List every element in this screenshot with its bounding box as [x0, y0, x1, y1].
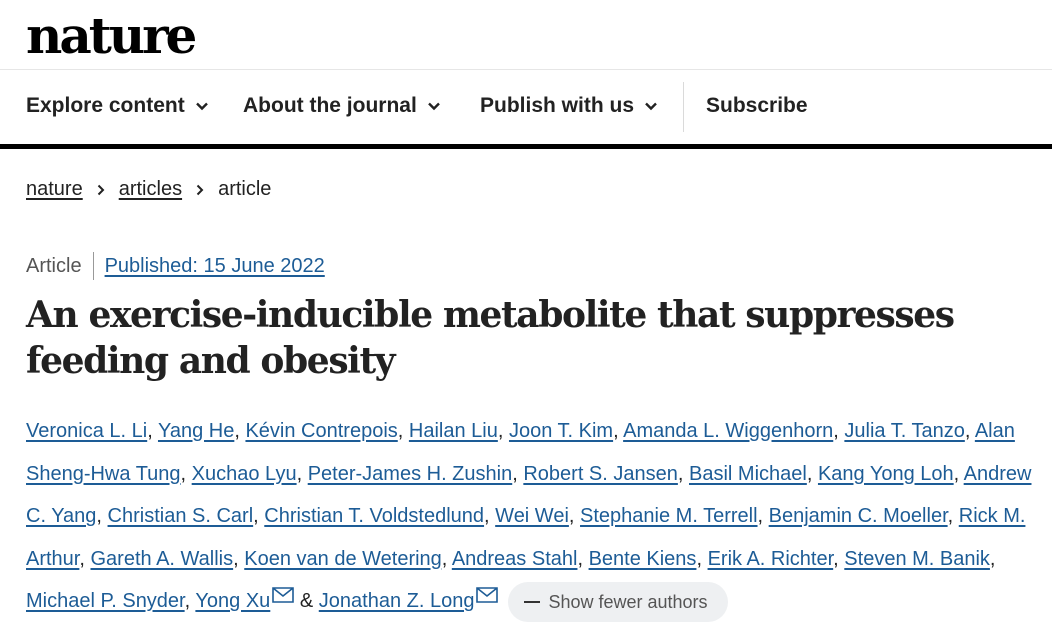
author-link[interactable]: Andreas Stahl	[451, 547, 578, 570]
published-date-link[interactable]: Published: 15 June 2022	[104, 254, 325, 277]
breadcrumb-articles[interactable]: articles	[118, 178, 183, 200]
author-link[interactable]: Yong Xu	[195, 590, 271, 612]
author-link[interactable]: Kang Yong Loh	[817, 462, 954, 485]
nav-about-the-journal[interactable]: About the journal	[243, 94, 441, 118]
chevron-right-icon	[196, 184, 204, 195]
author-link[interactable]: Xuchao Lyu	[191, 462, 297, 485]
author-link[interactable]: Kévin Contrepois	[245, 420, 398, 442]
chevron-down-icon	[427, 102, 440, 111]
author-link[interactable]: Peter-James H. Zushin	[307, 462, 513, 485]
author-link[interactable]: Alan Sheng-Hwa Tung	[26, 420, 1015, 485]
breadcrumb: nature articles article	[26, 178, 271, 201]
chevron-right-icon	[97, 184, 105, 195]
author-link[interactable]: Hailan Liu	[408, 420, 498, 442]
author-link[interactable]: Gareth A. Wallis	[90, 547, 234, 570]
nav-item-label: Publish with us	[480, 94, 635, 117]
chevron-down-icon	[195, 102, 208, 111]
email-icon[interactable]	[272, 587, 295, 603]
author-link[interactable]: Joon T. Kim	[508, 420, 614, 442]
author-link[interactable]: Yang He	[157, 420, 235, 442]
author-link[interactable]: Robert S. Jansen	[523, 462, 678, 485]
meta-separator	[92, 252, 94, 280]
author-link[interactable]: Amanda L. Wiggenhorn	[623, 420, 834, 442]
email-icon[interactable]	[476, 587, 499, 603]
nav-bottom-bar	[0, 144, 1052, 149]
chevron-down-icon	[645, 102, 657, 111]
minus-icon	[524, 600, 541, 603]
author-link[interactable]: Jonathan Z. Long	[318, 590, 475, 612]
author-link[interactable]: Michael P. Snyder	[26, 590, 185, 612]
author-link[interactable]: Erik A. Richter	[707, 547, 834, 570]
author-link[interactable]: Julia T. Tanzo	[844, 420, 965, 442]
show-fewer-label: Show fewer authors	[548, 591, 708, 612]
breadcrumb-current: article	[218, 178, 272, 200]
nature-logo[interactable]: nature	[26, 6, 197, 65]
author-link[interactable]: Wei Wei	[495, 505, 569, 527]
main-nav: Explore content About the journal Publis…	[0, 70, 1052, 144]
author-link[interactable]: Basil Michael	[689, 462, 807, 485]
subscribe-label: Subscribe	[706, 94, 808, 117]
author-link[interactable]: Rick M. Arthur	[26, 505, 1026, 570]
author-ampersand: &	[299, 590, 314, 612]
nav-item-label: Explore content	[26, 94, 185, 117]
nav-explore-content[interactable]: Explore content	[26, 94, 209, 118]
subscribe-link[interactable]: Subscribe	[706, 94, 808, 118]
nav-separator	[683, 82, 684, 132]
author-link[interactable]: Benjamin C. Moeller	[768, 505, 948, 527]
author-link[interactable]: Steven M. Banik	[844, 547, 990, 570]
article-type: Article	[26, 254, 82, 277]
nav-publish-with-us[interactable]: Publish with us	[480, 94, 658, 118]
author-link[interactable]: Christian T. Voldstedlund	[264, 505, 485, 527]
author-link[interactable]: Koen van de Wetering	[244, 547, 442, 570]
article-meta: Article Published: 15 June 2022	[26, 252, 325, 280]
author-link[interactable]: Christian S. Carl	[107, 505, 254, 527]
header-divider	[0, 69, 1052, 70]
article-title: An exercise-inducible metabolite that su…	[26, 294, 955, 382]
breadcrumb-nature[interactable]: nature	[26, 178, 83, 200]
show-fewer-authors-button[interactable]: Show fewer authors	[508, 581, 728, 622]
author-list: Veronica L. Li, Yang He, Kévin Contrepoi…	[26, 410, 1036, 623]
author-link[interactable]: Bente Kiens	[588, 547, 697, 570]
nav-item-label: About the journal	[243, 94, 417, 117]
author-link[interactable]: Veronica L. Li	[26, 420, 148, 442]
author-link[interactable]: Stephanie M. Terrell	[580, 505, 758, 527]
author-link[interactable]: Andrew C. Yang	[26, 462, 1032, 528]
